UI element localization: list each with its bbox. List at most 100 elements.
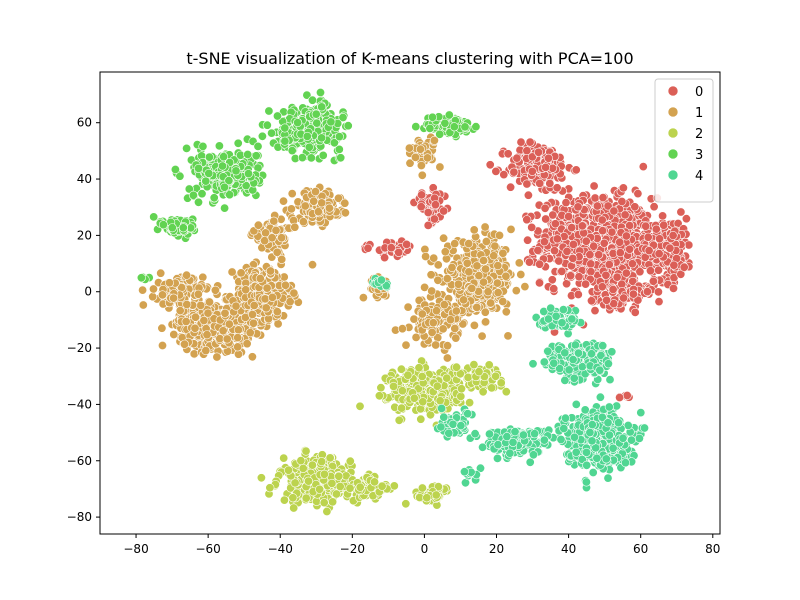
data-point [430, 200, 440, 210]
data-point [431, 340, 441, 350]
data-point [506, 224, 516, 234]
data-point [501, 387, 511, 397]
data-point [233, 342, 243, 352]
data-point [464, 239, 474, 249]
data-point [658, 211, 668, 221]
data-point [633, 189, 643, 199]
data-point [298, 463, 308, 473]
data-point [283, 465, 293, 475]
data-point [540, 203, 550, 213]
data-point [459, 295, 469, 305]
data-point [621, 268, 631, 278]
data-point [340, 208, 350, 218]
data-point [493, 261, 503, 271]
data-point [307, 260, 317, 270]
data-point [272, 307, 282, 317]
data-point [429, 214, 439, 224]
data-point [463, 372, 473, 382]
data-point [649, 202, 659, 212]
data-point [417, 309, 427, 319]
data-point [355, 401, 365, 411]
data-point [325, 453, 335, 463]
data-point [201, 346, 211, 356]
data-point [245, 328, 255, 338]
data-point [345, 456, 355, 466]
data-point [653, 287, 663, 297]
data-point [469, 360, 479, 370]
data-point [581, 236, 591, 246]
data-point [182, 270, 192, 280]
data-point [326, 117, 336, 127]
data-point [165, 278, 175, 288]
data-point [539, 237, 549, 247]
data-point [654, 297, 664, 307]
data-point [431, 306, 441, 316]
data-point [451, 333, 461, 343]
data-point [604, 259, 614, 269]
data-point [257, 131, 267, 141]
data-point [262, 283, 272, 293]
data-point [414, 363, 424, 373]
data-point [456, 391, 466, 401]
data-point [286, 204, 296, 214]
data-point [138, 300, 148, 310]
data-point [345, 483, 355, 493]
data-point [248, 309, 258, 319]
data-point [253, 141, 263, 151]
data-point [418, 397, 428, 407]
data-point [315, 88, 325, 98]
data-point [648, 276, 658, 286]
data-point [490, 241, 500, 251]
data-point [278, 196, 288, 206]
data-point [267, 233, 277, 243]
data-point [280, 136, 290, 146]
data-point [188, 190, 198, 200]
data-point [494, 230, 504, 240]
data-point [265, 266, 275, 276]
data-point [442, 373, 452, 383]
data-point [654, 249, 664, 259]
data-point [456, 384, 466, 394]
data-point [231, 301, 241, 311]
data-point [445, 315, 455, 325]
data-point [156, 268, 166, 278]
data-point [296, 456, 306, 466]
data-point [355, 482, 365, 492]
data-point [317, 133, 327, 143]
data-point [527, 222, 537, 232]
data-point [484, 360, 494, 370]
data-point [512, 153, 522, 163]
data-point [552, 183, 562, 193]
data-point [409, 314, 419, 324]
data-point [568, 239, 578, 249]
data-point [293, 118, 303, 128]
data-point [182, 299, 192, 309]
data-point [431, 490, 441, 500]
data-point [374, 391, 384, 401]
data-point [589, 241, 599, 251]
data-point [236, 268, 246, 278]
data-point [548, 210, 558, 220]
data-point [535, 178, 545, 188]
data-point [267, 292, 277, 302]
data-point [608, 284, 618, 294]
data-point [423, 220, 433, 230]
data-point [552, 234, 562, 244]
data-point [586, 259, 596, 269]
data-point [601, 270, 611, 280]
data-point [225, 190, 235, 200]
data-point [423, 208, 433, 218]
data-point [665, 243, 675, 253]
data-point [243, 150, 253, 160]
data-point [485, 160, 495, 170]
data-point [645, 266, 655, 276]
data-point [487, 383, 497, 393]
data-point [317, 102, 327, 112]
data-point [462, 258, 472, 268]
data-point [417, 483, 427, 493]
data-point [450, 323, 460, 333]
data-point [289, 288, 299, 298]
data-point [479, 255, 489, 265]
data-point [403, 370, 413, 380]
data-point [149, 284, 159, 294]
